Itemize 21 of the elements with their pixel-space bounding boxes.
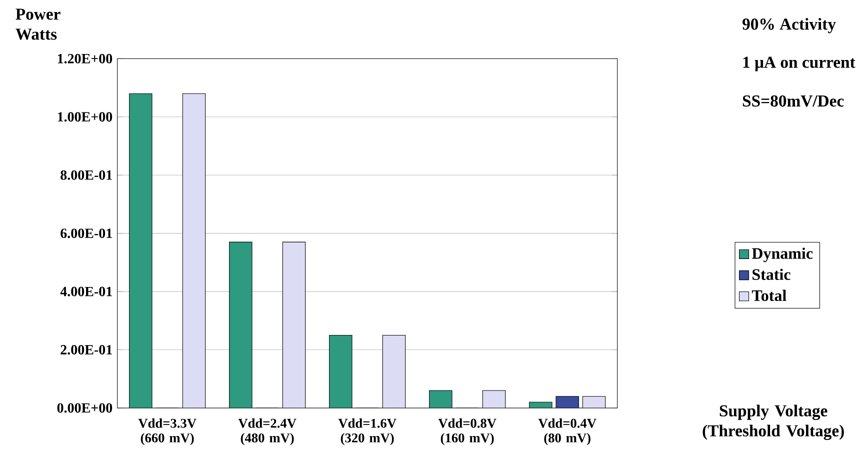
- text: Supply Voltage (Threshold Voltage): [702, 404, 844, 440]
- x-tick-label: Vdd=3.3V (660 mV): [138, 418, 196, 446]
- legend-label: Total: [752, 290, 786, 302]
- text: SS=80mV/Dec: [742, 96, 844, 107]
- y-tick-label: 0.00E+00: [57, 403, 112, 413]
- x-tick-label: Vdd=0.4V (80 mV): [538, 418, 596, 446]
- y-tick-label: 1.20E+00: [58, 54, 112, 64]
- y-tick-label: 4.00E-01: [60, 286, 112, 296]
- text: 1 μA on current: [743, 56, 856, 72]
- x-tick-label: Vdd=0.8V (160 mV): [438, 418, 496, 446]
- y-tick-label: 6.00E-01: [60, 228, 112, 238]
- legend-label: Static: [752, 268, 790, 280]
- legend-label: Dynamic: [752, 248, 813, 262]
- y-tick-label: 8.00E-01: [60, 170, 112, 180]
- y-tick-label: 1.00E+00: [58, 112, 112, 122]
- bar: [556, 396, 579, 408]
- y-axis-title: Power Watts: [16, 8, 60, 40]
- x-tick-label: Vdd=2.4V (480 mV): [238, 418, 296, 446]
- text: 90% Activity: [742, 18, 836, 34]
- y-tick-label: 2.00E-01: [60, 345, 112, 355]
- x-tick-label: Vdd=1.6V (320 mV): [338, 418, 396, 446]
